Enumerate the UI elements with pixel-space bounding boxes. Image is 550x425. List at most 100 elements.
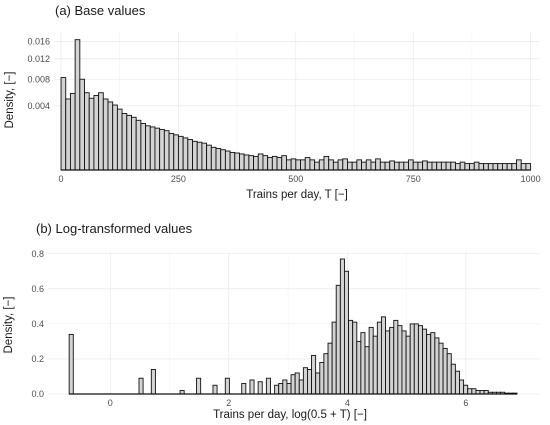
panel-a-x-axis-label: Trains per day, T [−]: [246, 189, 348, 201]
histogram-bar: [249, 379, 255, 395]
y-tick-label: 0.8: [31, 249, 44, 259]
histogram-bar: [192, 140, 198, 171]
histogram-bar: [370, 161, 377, 171]
histogram-bar: [422, 160, 428, 171]
histogram-bar: [464, 163, 471, 171]
histogram-bar: [398, 161, 405, 171]
histogram-bar: [364, 346, 370, 395]
histogram-bar: [135, 119, 142, 171]
histogram-bar: [163, 130, 170, 171]
histogram-bar: [88, 97, 95, 171]
histogram-bar: [220, 149, 226, 171]
panel-a-title: (a) Base values: [55, 3, 146, 18]
histogram-bar: [450, 161, 456, 171]
histogram-bar: [140, 123, 147, 171]
histogram-bar: [271, 155, 278, 171]
histogram-bar: [483, 163, 489, 171]
histogram-bar: [318, 159, 325, 171]
histogram-bar: [351, 161, 358, 171]
histogram-bar: [65, 98, 71, 171]
histogram-bar: [248, 155, 255, 171]
histogram-bar: [145, 125, 151, 171]
histogram-bar: [492, 163, 499, 171]
histogram-bar: [206, 144, 212, 171]
histogram-bar: [389, 160, 395, 171]
panel-base-values: (a) Base values Trains per day, T [−] De…: [4, 3, 541, 201]
histogram-bar: [138, 377, 144, 395]
histogram-bar: [397, 325, 403, 395]
histogram-bar: [384, 161, 391, 171]
histogram-bar: [430, 332, 436, 395]
panel-a-x-ticks: 0 250 500 750 1000: [59, 174, 541, 184]
y-tick-label: 0.2: [31, 354, 44, 364]
y-tick-label: 0.004: [27, 101, 50, 111]
histogram-bar: [380, 316, 386, 395]
histogram-bar: [412, 161, 419, 171]
histogram-bar: [309, 159, 316, 171]
histogram-bar: [282, 379, 288, 395]
histogram-bar: [331, 321, 337, 395]
histogram-bar: [459, 379, 465, 395]
histogram-bar: [112, 104, 118, 171]
histogram-bar: [93, 94, 100, 171]
histogram-bar: [473, 161, 480, 171]
panel-b-x-axis-label: Trains per day, log(0.5 + T) [−]: [213, 409, 367, 421]
histogram-bar: [467, 388, 473, 395]
histogram-bar: [360, 332, 366, 395]
histogram-bar: [323, 155, 330, 171]
histogram-bar: [487, 163, 494, 171]
histogram-bar: [342, 158, 348, 171]
y-tick-label: 0.008: [27, 74, 50, 84]
histogram-bar: [347, 161, 353, 171]
histogram-bar: [286, 383, 292, 395]
histogram-bar: [239, 153, 245, 171]
histogram-bar: [436, 161, 442, 171]
histogram-bar: [471, 388, 477, 395]
histogram-bar: [210, 146, 217, 171]
histogram-bar: [281, 155, 287, 171]
panel-a-y-ticks: 0.004 0.008 0.012 0.016: [27, 37, 50, 111]
histogram-bar: [525, 163, 532, 171]
histogram-bar: [343, 270, 350, 395]
histogram-bar: [102, 98, 109, 171]
histogram-bar: [168, 132, 175, 171]
histogram-bar: [74, 39, 81, 171]
histogram-bar: [302, 367, 308, 395]
histogram-bar: [319, 361, 325, 395]
histogram-bar: [234, 152, 240, 171]
panel-b-gridlines: [48, 252, 540, 395]
histogram-bar: [413, 323, 419, 395]
histogram-bar: [121, 113, 128, 171]
histogram-bar: [196, 377, 202, 395]
histogram-bar: [69, 92, 76, 171]
histogram-bar: [361, 161, 367, 171]
histogram-bar: [438, 342, 444, 395]
histogram-bar: [274, 384, 280, 395]
histogram-bar: [401, 330, 407, 395]
x-tick-label: 0: [108, 398, 113, 408]
histogram-bar: [290, 374, 296, 395]
histogram-bar: [348, 319, 354, 395]
y-tick-label: 0.012: [27, 54, 50, 64]
panel-a-y-axis-label: Density, [−]: [4, 72, 16, 129]
histogram-bar: [497, 163, 503, 171]
histogram-bar: [389, 326, 395, 395]
histogram-bar: [431, 161, 438, 171]
histogram-bar: [149, 126, 156, 171]
histogram-bar: [278, 383, 284, 395]
histogram-bar: [107, 101, 114, 171]
histogram-bar: [417, 161, 424, 171]
histogram-bar: [501, 163, 508, 171]
histogram-bar: [265, 377, 271, 395]
histogram-bar: [372, 335, 378, 395]
y-tick-label: 0.0: [31, 389, 44, 399]
histogram-bar: [442, 347, 448, 395]
histogram-bar: [295, 159, 301, 171]
x-tick-label: 750: [406, 174, 421, 184]
histogram-bar: [506, 163, 513, 171]
x-tick-label: 4: [345, 398, 350, 408]
x-tick-label: 500: [288, 174, 303, 184]
histogram-bar: [187, 139, 193, 171]
histogram-bar: [393, 161, 400, 171]
histogram-bar: [339, 258, 345, 395]
